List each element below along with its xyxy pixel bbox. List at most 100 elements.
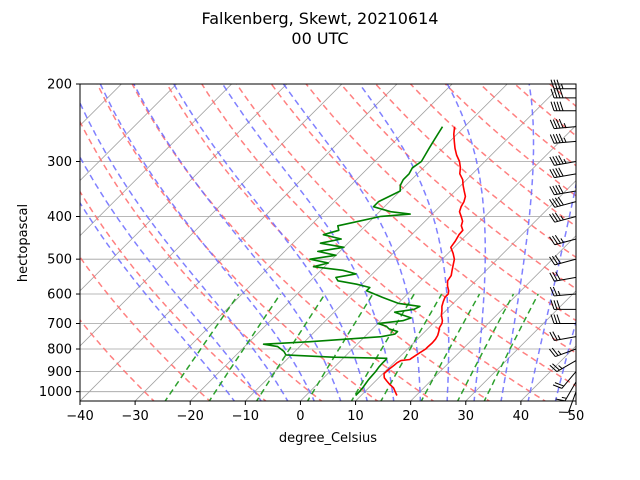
wind-barb-half-feather bbox=[557, 335, 561, 340]
dry-adiabat bbox=[607, 74, 640, 403]
x-tick-label: 20 bbox=[402, 409, 419, 424]
y-axis: 200 300 400 500 600 700 800 900 1000 bbox=[39, 78, 80, 400]
wind-barb-feather bbox=[554, 234, 561, 244]
wind-barb-half-feather bbox=[561, 396, 567, 399]
isotherm-line bbox=[80, 84, 233, 237]
y-tick-label: 500 bbox=[47, 253, 72, 268]
wind-barb-half-feather bbox=[557, 290, 561, 296]
moist-adiabat bbox=[282, 84, 422, 401]
wind-barb-feather bbox=[549, 186, 555, 196]
wind-barb-staff bbox=[556, 360, 577, 373]
wind-barb bbox=[558, 391, 577, 413]
wind-barb-feather bbox=[550, 88, 555, 98]
dry-adiabat bbox=[200, 84, 547, 401]
wind-barb-feather bbox=[556, 300, 561, 310]
wind-barb bbox=[550, 88, 576, 99]
y-tick-label: 600 bbox=[47, 288, 72, 303]
y-tick-label: 400 bbox=[47, 210, 72, 225]
wind-barb bbox=[549, 155, 577, 166]
wind-barb-staff bbox=[564, 381, 577, 402]
mixing-ratio-line bbox=[208, 293, 282, 401]
wind-barb-feather bbox=[552, 168, 558, 178]
wind-barb-feather bbox=[552, 198, 559, 207]
wind-barb-feather bbox=[551, 347, 559, 356]
x-tick-label: −10 bbox=[232, 409, 259, 424]
wind-barb bbox=[549, 196, 577, 208]
wind-barb bbox=[549, 212, 577, 223]
moist-adiabat bbox=[80, 155, 263, 401]
wind-barb-feather bbox=[552, 119, 558, 129]
wind-barb-feather bbox=[555, 155, 561, 165]
wind-barb bbox=[550, 101, 576, 112]
wind-barb-feather bbox=[555, 119, 561, 129]
dry-adiabat bbox=[131, 84, 435, 401]
sounding-profiles bbox=[262, 126, 467, 397]
isotherm-line bbox=[244, 84, 563, 401]
mixing-ratio-line bbox=[255, 293, 326, 401]
dry-adiabat bbox=[80, 255, 211, 401]
isotherm-line bbox=[80, 84, 288, 292]
wind-barb-feather bbox=[554, 382, 564, 387]
wind-barb-feather bbox=[552, 272, 558, 281]
wind-barb-staff bbox=[554, 190, 577, 196]
isotherm-line bbox=[134, 84, 453, 401]
wind-barb-feather bbox=[556, 101, 561, 111]
wind-barb-half-feather bbox=[560, 238, 564, 243]
x-tick-label: 40 bbox=[513, 409, 530, 424]
wind-barbs bbox=[549, 79, 577, 413]
wind-barb-feather bbox=[549, 119, 555, 129]
wind-barb-feather bbox=[557, 196, 564, 206]
dry-adiabat bbox=[409, 84, 576, 228]
wind-barb-feather bbox=[552, 286, 558, 296]
chart-subtitle: 00 UTC bbox=[291, 29, 348, 48]
dry-adiabat bbox=[166, 84, 491, 401]
wind-barb-feather bbox=[553, 88, 558, 98]
wind-barb-feather bbox=[555, 185, 561, 194]
wind-barb-staff bbox=[554, 140, 577, 144]
wind-barb bbox=[550, 300, 576, 310]
wind-barb-staff bbox=[554, 201, 577, 208]
plot-frame bbox=[79, 83, 577, 402]
x-tick-label: −40 bbox=[66, 409, 93, 424]
y-tick-label: 700 bbox=[47, 317, 72, 332]
mixing-ratio-line bbox=[164, 293, 240, 401]
background-lines bbox=[80, 74, 640, 403]
wind-barb-half-feather bbox=[563, 158, 567, 164]
wind-barb bbox=[549, 234, 577, 246]
isotherm-line bbox=[80, 84, 343, 347]
wind-barb-staff bbox=[561, 371, 577, 389]
wind-barb-feather bbox=[550, 300, 555, 310]
wind-barb-feather bbox=[549, 169, 555, 178]
wind-barb bbox=[549, 167, 577, 179]
isotherm-line bbox=[575, 400, 576, 401]
wind-barb-staff bbox=[554, 293, 577, 297]
wind-barb bbox=[549, 133, 577, 144]
isotherm-line bbox=[354, 179, 576, 401]
mixing-ratio-line bbox=[350, 293, 415, 401]
wind-barb-feather bbox=[550, 101, 555, 111]
wind-barb-feather bbox=[549, 156, 555, 166]
x-tick-label: −30 bbox=[121, 409, 148, 424]
dry-adiabat bbox=[80, 120, 323, 401]
temperature-profile bbox=[383, 126, 467, 396]
wind-barb-feather bbox=[554, 255, 561, 264]
x-tick-label: 10 bbox=[347, 409, 364, 424]
wind-barb bbox=[549, 347, 577, 358]
wind-barb-feather bbox=[552, 156, 558, 166]
wind-barb-half-feather bbox=[560, 215, 564, 221]
isotherm-line bbox=[80, 84, 178, 182]
wind-barb bbox=[549, 184, 577, 196]
moist-adiabat bbox=[80, 201, 236, 401]
moist-adiabat bbox=[221, 84, 395, 401]
moist-adiabat bbox=[80, 101, 289, 401]
wind-barb-feather bbox=[552, 363, 560, 371]
moist-adiabat bbox=[500, 84, 535, 401]
y-tick-label: 800 bbox=[47, 343, 72, 358]
wind-barb-feather bbox=[549, 364, 558, 372]
wind-barb-staff bbox=[554, 258, 577, 266]
isotherm-line bbox=[465, 290, 576, 401]
wind-barb-staff bbox=[554, 126, 577, 130]
wind-barb-feather bbox=[552, 185, 558, 195]
wind-barb-feather bbox=[555, 133, 561, 143]
wind-barb-half-feather bbox=[561, 84, 564, 89]
